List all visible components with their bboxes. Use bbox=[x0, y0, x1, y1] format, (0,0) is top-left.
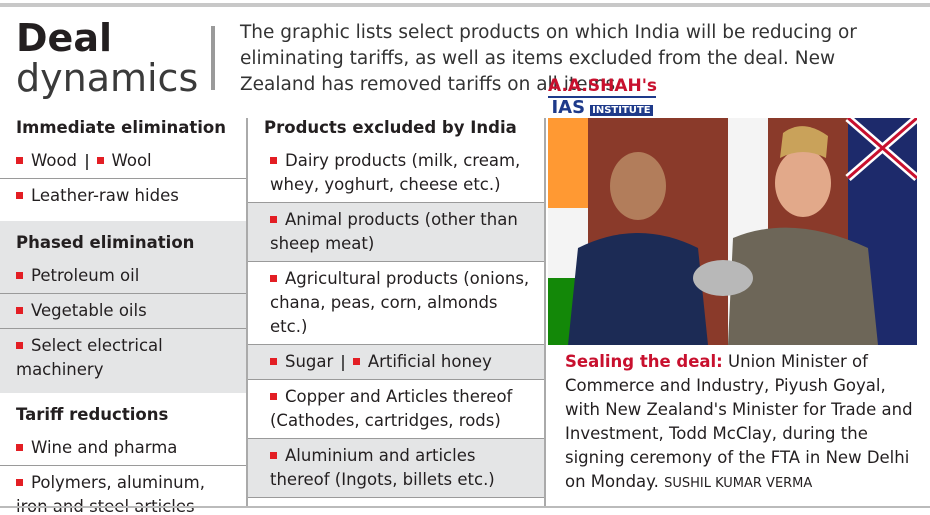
separator bbox=[86, 153, 88, 170]
bullet bbox=[96, 156, 104, 164]
bullet bbox=[270, 156, 277, 164]
top-rule bbox=[0, 3, 930, 7]
list-item: Select electrical machinery bbox=[0, 329, 246, 387]
description: The graphic lists select products on whi… bbox=[240, 22, 857, 95]
item-text: Wood bbox=[31, 151, 78, 170]
bullet bbox=[16, 306, 23, 314]
bullet bbox=[270, 357, 277, 365]
title-divider bbox=[211, 26, 215, 90]
title-light: dynamics bbox=[16, 56, 199, 100]
item-text: Sugar bbox=[285, 352, 334, 371]
bullet bbox=[270, 392, 277, 400]
bullet bbox=[270, 451, 277, 459]
logo-ias: IAS bbox=[551, 97, 586, 118]
bullet bbox=[270, 215, 277, 223]
photo-credit: SUSHIL KUMAR VERMA bbox=[664, 476, 813, 491]
list-item: Agricultural products (onions, chana, pe… bbox=[248, 262, 544, 345]
title-bold: Deal bbox=[16, 16, 112, 60]
item-text: Vegetable oils bbox=[31, 301, 147, 320]
photo bbox=[548, 118, 917, 345]
list-item: Aluminium and articles thereof (Ingots, … bbox=[248, 439, 544, 498]
bullet bbox=[16, 156, 23, 164]
section: Tariff reductions Wine and pharma Polymers… bbox=[0, 393, 246, 515]
separator bbox=[342, 354, 344, 371]
item-text: Artificial honey bbox=[367, 352, 492, 371]
item-text: Aluminium and articles thereof (Ingots, … bbox=[270, 446, 495, 489]
section-heading: Products excluded by India bbox=[264, 118, 517, 137]
list-item: Petroleum oil bbox=[0, 259, 246, 294]
list-item: Leather-raw hides bbox=[0, 179, 246, 213]
bullet bbox=[16, 478, 23, 486]
logo-institute: INSTITUTE bbox=[590, 105, 653, 116]
photo-caption: Sealing the deal: Union Minister of Comm… bbox=[565, 350, 915, 496]
section-heading: Immediate elimination bbox=[16, 118, 226, 137]
item-text: Dairy products (milk, cream, whey, yoghu… bbox=[270, 151, 521, 194]
list-item: Wine and pharma bbox=[0, 431, 246, 466]
bullet bbox=[16, 443, 23, 451]
logo-name: A.A.SHAH's bbox=[548, 76, 658, 98]
section: Immediate elimination Wood Wool Leather-raw… bbox=[0, 112, 246, 221]
item-text: Copper and Articles thereof (Cathodes, c… bbox=[270, 387, 513, 430]
section: Phased elimination Petroleum oil Vegetable… bbox=[0, 221, 246, 393]
item-text: Wine and pharma bbox=[31, 438, 178, 457]
logo-row: IAS INSTITUTE bbox=[548, 98, 656, 121]
list-item: Animal products (other than sheep meat) bbox=[248, 203, 544, 262]
caption-text: Union Minister of Commerce and Industry,… bbox=[565, 352, 913, 491]
list-item: Wood Wool bbox=[0, 144, 246, 179]
item-text: Select electrical machinery bbox=[16, 336, 163, 379]
list-item: Sugar Artificial honey bbox=[248, 345, 544, 380]
bullet bbox=[16, 341, 23, 349]
item-text: Agricultural products (onions, chana, pe… bbox=[270, 269, 530, 336]
section-heading: Tariff reductions bbox=[16, 405, 169, 424]
item-text: Wool bbox=[111, 151, 152, 170]
bottom-rule bbox=[0, 506, 930, 508]
logo: A.A.SHAH's IAS INSTITUTE bbox=[548, 76, 658, 121]
item-text: Animal products (other than sheep meat) bbox=[270, 210, 518, 253]
bullet bbox=[16, 271, 23, 279]
column-divider bbox=[544, 118, 546, 506]
item-text: Petroleum oil bbox=[31, 266, 140, 285]
item-text: Leather-raw hides bbox=[31, 186, 179, 205]
section-heading: Phased elimination bbox=[16, 233, 195, 252]
bullet bbox=[16, 191, 23, 199]
left-column: Immediate elimination Wood Wool Leather-raw… bbox=[0, 112, 246, 515]
list-item: Vegetable oils bbox=[0, 294, 246, 329]
item-text: Polymers, aluminum, iron and steel artic… bbox=[16, 473, 205, 515]
bullet bbox=[270, 274, 277, 282]
excluded-column: Products excluded by India Dairy products… bbox=[248, 112, 544, 498]
column-divider bbox=[246, 118, 248, 506]
caption-label: Sealing the deal: bbox=[565, 352, 723, 371]
list-item: Copper and Articles thereof (Cathodes, c… bbox=[248, 380, 544, 439]
bullet bbox=[352, 357, 360, 365]
list-item: Dairy products (milk, cream, whey, yoghu… bbox=[248, 144, 544, 203]
